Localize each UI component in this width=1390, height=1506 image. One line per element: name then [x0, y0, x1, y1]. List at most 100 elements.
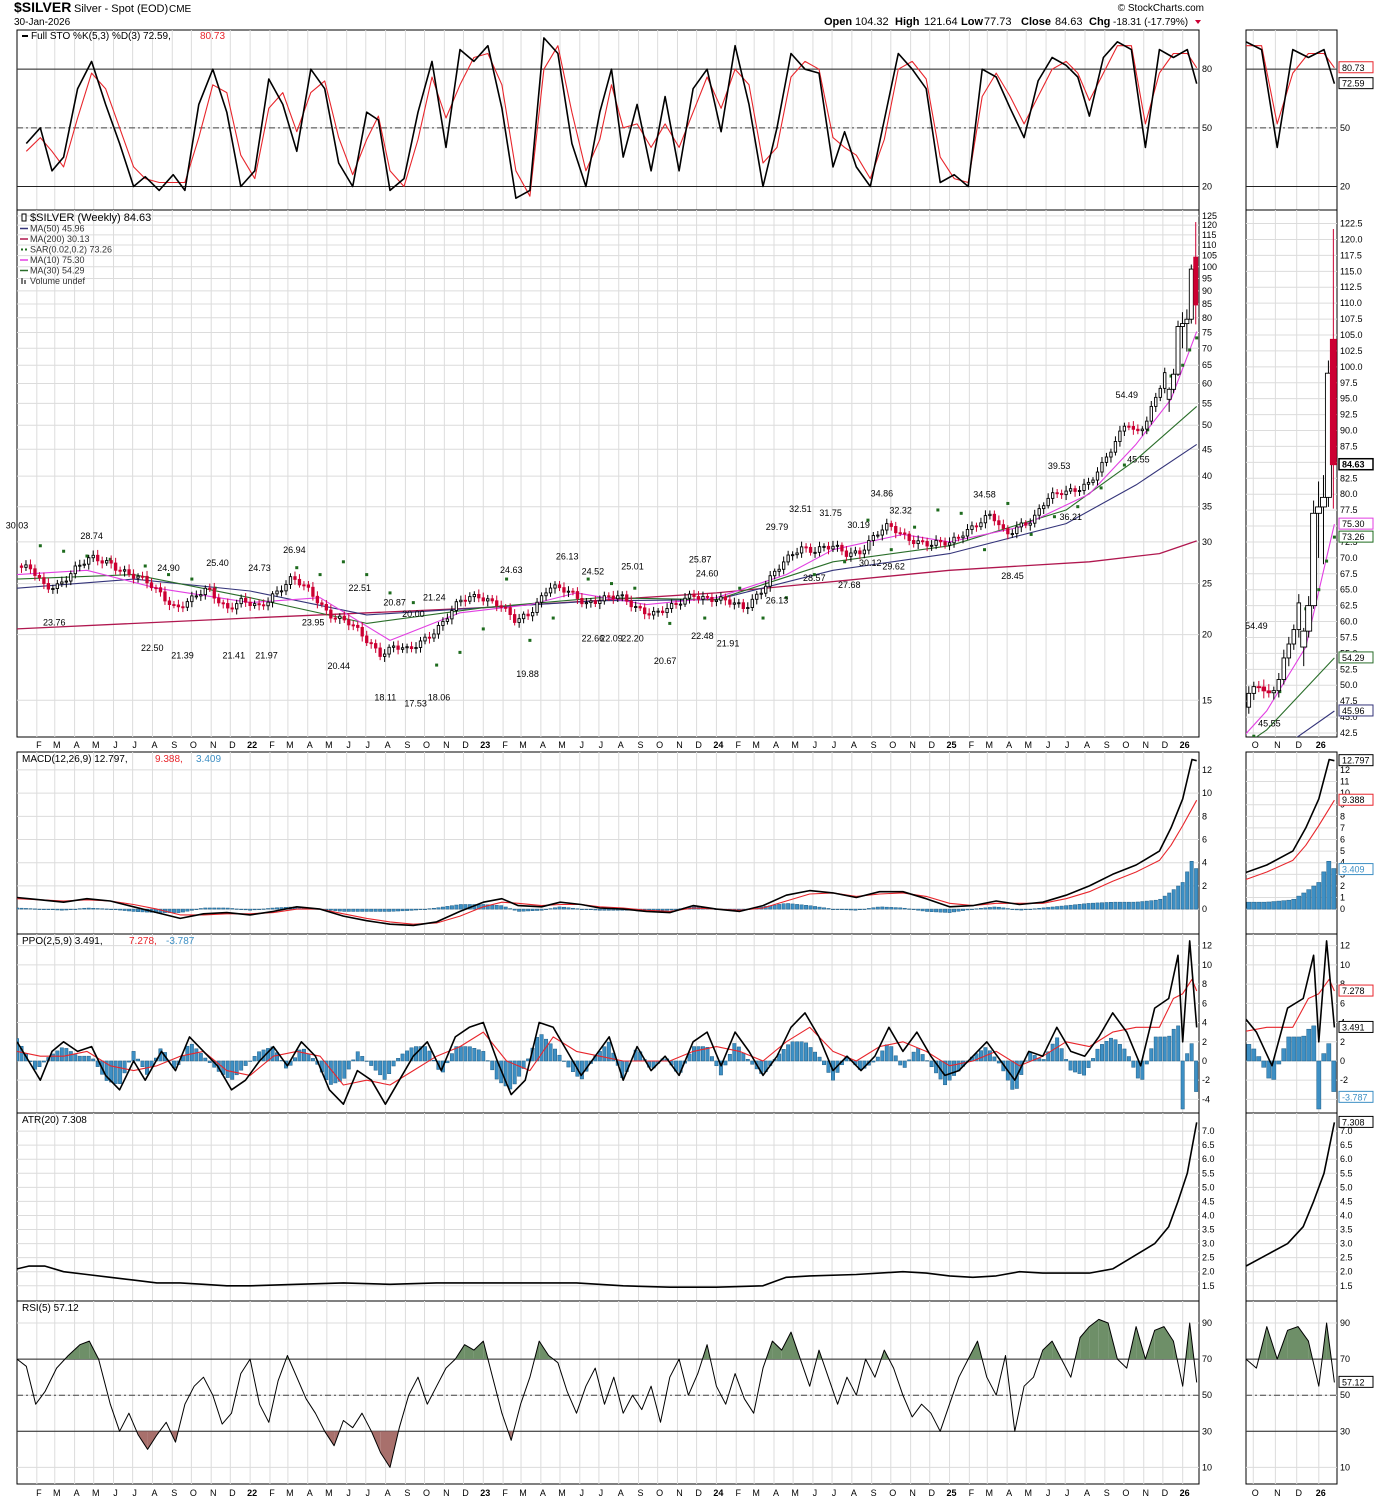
side-sar-dot: [1333, 536, 1336, 539]
side-y-tick-label: 70.0: [1340, 553, 1358, 563]
candle-body: [1060, 494, 1062, 495]
candle-body: [276, 591, 278, 594]
macd-histogram-bar: [33, 909, 36, 910]
candle-body: [711, 597, 713, 601]
candle-body: [473, 594, 475, 596]
side-macd-histogram-bar: [1322, 872, 1326, 909]
chart-date: 30-Jan-2026: [14, 17, 71, 28]
side-y-tick-label: 105.0: [1340, 330, 1363, 340]
ppo-histogram-bar: [737, 1047, 740, 1061]
ppo-histogram-bar: [491, 1061, 494, 1070]
sar-dot: [587, 578, 590, 581]
ppo-histogram-bar: [881, 1051, 884, 1061]
macd-histogram-bar: [876, 907, 879, 909]
side-y-tick-label: 10: [1340, 1462, 1350, 1472]
side-x-tick-label: O: [1252, 740, 1259, 750]
macd-histogram-bar: [894, 908, 897, 910]
macd-histogram-bar: [526, 909, 529, 911]
y-tick-label: 2.5: [1202, 1253, 1215, 1263]
last-value-label: 7.308: [1342, 1117, 1365, 1127]
side-x-tick-label: O: [1252, 1488, 1259, 1498]
sar-dot: [1100, 486, 1103, 489]
last-value-label: 73.26: [1342, 532, 1365, 542]
ppo-histogram-bar: [136, 1059, 139, 1061]
macd-histogram-bar: [181, 909, 184, 912]
last-value-label: 3.409: [1342, 865, 1365, 875]
ppo-histogram-bar: [423, 1047, 426, 1061]
ppo-histogram-bar: [1060, 1049, 1063, 1061]
macd-histogram-bar: [1069, 905, 1072, 909]
candle-body: [419, 641, 421, 648]
candle-body: [594, 601, 596, 604]
candle-body: [872, 536, 874, 541]
candle-body: [904, 533, 906, 534]
ppo-histogram-bar: [746, 1059, 749, 1061]
candle-body: [1320, 497, 1326, 507]
y-tick-label: 25: [1202, 579, 1212, 589]
candle-body: [832, 546, 834, 549]
ppo-histogram-bar: [724, 1061, 727, 1065]
x-tick-label: F: [735, 740, 741, 750]
y-tick-label: 20: [1202, 630, 1212, 640]
candle-body: [720, 597, 722, 600]
macd-histogram-bar: [1087, 903, 1090, 909]
side-macd-histogram-bar: [1267, 902, 1271, 909]
legend-label: MA(200) 30.13: [30, 234, 90, 244]
x-tick-label: J: [1065, 740, 1070, 750]
y-tick-label: 100: [1202, 262, 1217, 272]
sar-dot: [1053, 515, 1056, 518]
ppo-histogram-bar: [356, 1052, 359, 1061]
ppo-histogram-bar: [903, 1061, 906, 1068]
macd-histogram-bar: [943, 909, 946, 912]
candle-body: [684, 598, 686, 604]
candle-body: [724, 597, 726, 600]
candle-body: [912, 540, 914, 543]
candle-body: [442, 621, 444, 625]
macd-histogram-bar: [47, 909, 50, 910]
sar-dot: [633, 587, 636, 590]
chg-label: Chg: [1089, 16, 1110, 28]
x-tick-label: A: [307, 1488, 313, 1498]
macd-histogram-bar: [392, 909, 395, 911]
rsi-high-fill: [1155, 1327, 1164, 1360]
macd-histogram-bar: [872, 908, 875, 909]
macd-histogram-bar: [786, 903, 789, 909]
y-tick-label: 80: [1202, 64, 1212, 74]
sar-dot: [1123, 464, 1126, 467]
x-tick-label: F: [502, 740, 508, 750]
macd-histogram-bar: [118, 909, 121, 910]
candle-body: [930, 545, 932, 546]
macd-histogram-bar: [343, 909, 346, 911]
candle-body: [339, 616, 341, 618]
candle-body: [388, 647, 390, 654]
price-annotation: 22.51: [348, 583, 371, 593]
x-tick-label: O: [1122, 1488, 1129, 1498]
x-tick-label: J: [580, 1488, 585, 1498]
macd-histogram-bar: [1150, 901, 1153, 909]
macd-histogram-bar: [1172, 890, 1175, 910]
macd-histogram-bar: [69, 909, 72, 910]
high-value: 121.64: [924, 16, 958, 28]
side-ppo-histogram-bar: [1327, 1044, 1331, 1061]
side-y-tick-label: 11: [1340, 777, 1349, 787]
side-y-tick-label: 12: [1340, 941, 1350, 951]
legend-bar-icon: [21, 278, 23, 284]
macd-histogram-bar: [1105, 902, 1108, 909]
candle-body: [1034, 515, 1036, 523]
side-y-tick-label: 2: [1340, 1037, 1345, 1047]
candle-body: [213, 588, 215, 598]
side-y-tick-label: 20: [1340, 181, 1350, 191]
price-annotation: 22.20: [621, 634, 644, 644]
candle-body: [487, 599, 489, 601]
x-tick-label: J: [1046, 1488, 1051, 1498]
macd-histogram-bar: [921, 909, 924, 911]
candle-body: [693, 594, 695, 596]
macd-histogram-bar: [60, 909, 63, 910]
candle-body: [518, 619, 520, 623]
ppo-histogram-bar: [378, 1061, 381, 1075]
macd-histogram-bar: [405, 909, 408, 910]
close-label: Close: [1021, 16, 1051, 28]
y-tick-label: 1.5: [1202, 1281, 1215, 1291]
y-tick-label: 6: [1202, 835, 1207, 845]
